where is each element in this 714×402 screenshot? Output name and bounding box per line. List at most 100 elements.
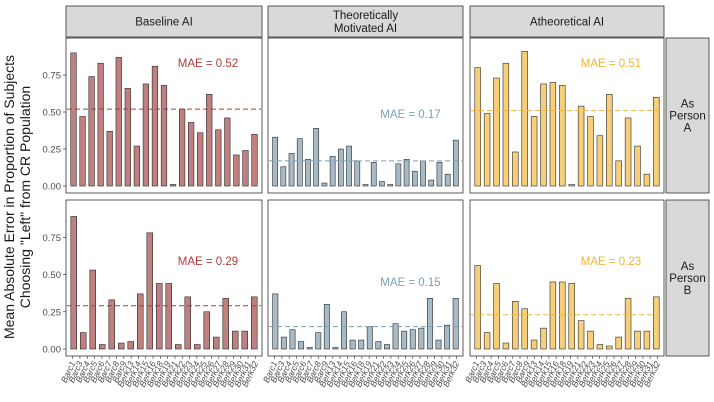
bar [615,160,622,187]
bar [384,344,390,350]
bar [375,341,382,350]
bar [474,265,481,350]
mae-label: MAE = 0.52 [178,58,238,70]
bar [606,93,613,187]
bar [305,159,311,187]
bar [502,342,510,350]
strip-column-0 [65,5,263,38]
y-axis-label: Mean Absolute Error in Proportion of Sub… [1,55,17,339]
bar [493,77,500,187]
bar [395,163,402,187]
strip-column-label: Atheoretical AI [530,17,604,29]
bar [596,344,604,350]
strip-column-2 [469,5,665,38]
bar [70,52,77,187]
bar [251,296,258,350]
bar [549,82,557,187]
bar [184,296,191,350]
mae-label: MAE = 0.51 [581,58,641,70]
bar [483,332,491,350]
bar [224,117,231,187]
bar [624,117,632,187]
bar [280,166,287,187]
bar [436,162,443,187]
bar [127,341,134,350]
bar [133,145,140,187]
y-tick-label: 0.75 [43,71,62,82]
bar [241,330,248,350]
bar [362,184,369,187]
bar [206,93,213,187]
bar [306,347,313,350]
bar [329,156,336,187]
bar [194,344,201,350]
bar [387,184,393,187]
bar [643,330,651,350]
bar [392,323,399,350]
bar [242,150,249,187]
bar [97,62,104,187]
strip-row-label: B [684,285,692,297]
panel-frame [469,199,665,357]
bar [99,344,106,350]
bar [559,281,566,350]
bar [280,336,287,350]
bar [272,293,279,350]
strip-column-label: Motivated AI [334,23,397,35]
bar [493,283,500,350]
y-tick-label: 0.25 [43,307,62,318]
bar [426,298,433,350]
strip-column-label: Theoretically [333,10,398,22]
panel-frame [65,199,263,357]
y-tick-label: 0.50 [43,270,62,281]
bar [298,341,305,350]
bar [296,138,303,187]
bar [653,96,660,187]
bar [313,128,320,187]
bar [634,330,641,350]
bar [288,153,295,187]
strip-column-label: Baseline AI [135,17,193,29]
panel-frame [469,37,665,194]
bar [142,83,150,187]
bar [568,184,575,187]
bar [587,330,594,350]
bar [338,148,344,187]
y-tick-label: 0.00 [43,345,62,356]
bar [587,116,594,187]
bar [106,130,113,187]
bar [643,173,651,187]
bar [233,154,240,187]
bar [146,232,153,350]
bar [346,145,352,187]
bar [521,51,528,187]
bar [549,281,557,350]
bar [108,299,115,350]
y-tick-label: 0.50 [43,108,62,119]
bar [213,336,220,350]
bar [615,336,622,350]
bar [222,298,229,350]
bar [175,344,182,350]
bar [452,298,459,350]
bar [370,162,377,187]
bar [559,85,566,187]
strip-row-label: A [684,123,692,135]
bar [137,293,144,350]
bar [379,181,385,187]
bar [634,145,641,187]
y-axis-label: Choosing "Left" from CR Population [17,86,33,308]
strip-row-label: As [681,261,695,273]
bar [118,342,125,350]
bar [540,327,547,350]
bar [79,116,86,187]
bar [197,132,204,187]
strip-row-label: As [681,99,695,111]
mae-label: MAE = 0.15 [380,277,440,289]
bar [474,67,481,187]
bar [512,301,519,350]
bar [366,326,373,350]
bar [435,339,442,350]
bar [444,173,451,187]
bar [70,216,77,350]
